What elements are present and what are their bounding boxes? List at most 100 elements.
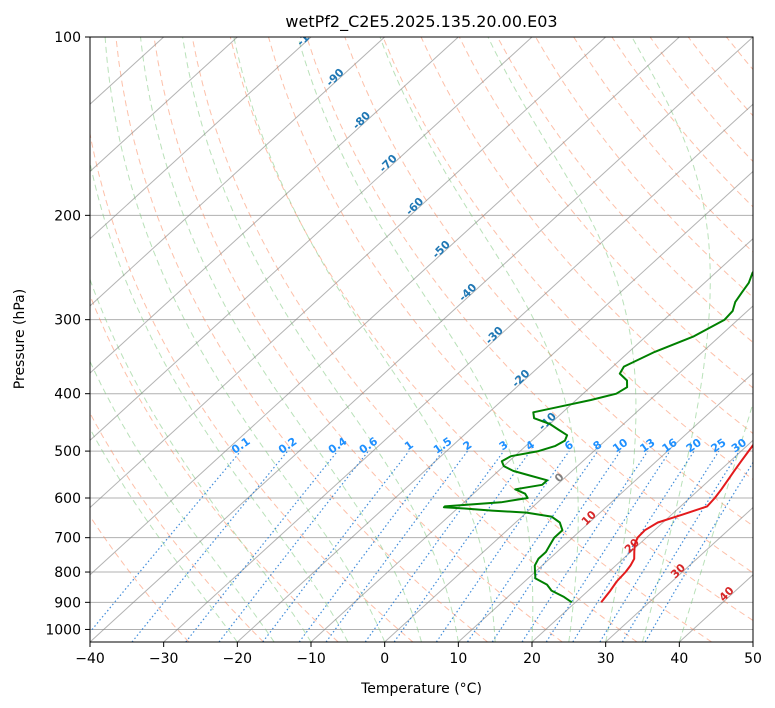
x-tick-label: −20 bbox=[223, 651, 253, 667]
dry-adiabat bbox=[153, 37, 563, 642]
x-tick-label: −10 bbox=[296, 651, 326, 667]
y-axis: 100 200 300 400 500 600 700 800 900 1000 bbox=[45, 30, 90, 638]
adiabat-label: -60 bbox=[403, 195, 426, 218]
mixing-ratio-line bbox=[131, 450, 289, 642]
mixing-ratio-line bbox=[599, 450, 720, 642]
x-tick-label: 20 bbox=[523, 651, 541, 667]
dewpoint-profile bbox=[442, 270, 753, 604]
dry-adiabat bbox=[382, 37, 753, 481]
chart-title: wetPf2_C2E5.2025.135.20.00.E03 bbox=[285, 12, 557, 32]
adiabat-label: -70 bbox=[377, 152, 400, 175]
mixing-ratio-label: 13 bbox=[638, 436, 658, 455]
adiabat-label: -100 bbox=[294, 20, 323, 49]
mixing-ratio-label: 36 bbox=[750, 436, 770, 456]
mixing-ratio-line bbox=[521, 450, 649, 642]
x-tick-label: 0 bbox=[380, 651, 389, 667]
mixing-ratio-line bbox=[572, 450, 695, 642]
mixing-ratio-line bbox=[393, 450, 531, 642]
isotherm-line bbox=[90, 37, 238, 173]
x-axis-label: Temperature (°C) bbox=[360, 681, 482, 697]
dry-adiabat bbox=[90, 515, 190, 642]
moist-adiabat bbox=[90, 278, 312, 642]
mixing-ratio-label: 30 bbox=[729, 436, 749, 456]
y-tick-label: 1000 bbox=[45, 622, 81, 638]
y-tick-label: 600 bbox=[54, 491, 81, 507]
y-tick-label: 400 bbox=[54, 387, 81, 403]
y-tick-label: 300 bbox=[54, 313, 81, 329]
isotherm-line bbox=[90, 37, 607, 509]
isotherm-line bbox=[90, 37, 459, 374]
mixing-ratio-label: 1.5 bbox=[431, 435, 454, 457]
mixing-ratio-line bbox=[621, 450, 740, 642]
plot-frame bbox=[89, 36, 754, 643]
moist-adiabat bbox=[90, 360, 275, 642]
adiabat-label: -80 bbox=[350, 109, 373, 132]
mixing-ratio-line bbox=[491, 450, 621, 642]
y-axis-label: Pressure (hPa) bbox=[12, 289, 28, 389]
mixing-ratio-line bbox=[435, 450, 570, 642]
adiabat-label: -10 bbox=[536, 410, 559, 433]
adiabat-label: -90 bbox=[323, 66, 346, 89]
dry-adiabat bbox=[573, 37, 753, 253]
y-tick-label: 900 bbox=[54, 595, 81, 611]
mixing-ratio-line bbox=[298, 450, 444, 642]
isotherm-line bbox=[90, 37, 312, 240]
x-tick-label: 10 bbox=[449, 651, 467, 667]
isotherm-line bbox=[752, 641, 753, 642]
moist-adiabat bbox=[90, 160, 349, 642]
mixing-ratio-line bbox=[262, 450, 410, 642]
isotherm-line bbox=[236, 170, 753, 642]
mixing-ratio-label: 16 bbox=[660, 436, 680, 456]
moist-adiabat bbox=[379, 37, 579, 642]
mixing-ratio-line bbox=[466, 450, 599, 642]
x-tick-label: 50 bbox=[744, 651, 762, 667]
dry-adiabat bbox=[649, 37, 753, 163]
adiabat-label: -20 bbox=[509, 367, 532, 390]
mixing-ratio-line bbox=[364, 450, 505, 642]
dry-adiabat bbox=[726, 37, 753, 71]
y-tick-label: 500 bbox=[54, 444, 81, 460]
moist-adiabat bbox=[297, 37, 534, 642]
moist-adiabat bbox=[104, 37, 386, 642]
adiabat-label: 40 bbox=[717, 584, 737, 604]
y-tick-label: 100 bbox=[54, 30, 81, 46]
isotherm-line bbox=[163, 103, 753, 642]
mixing-ratio-line bbox=[90, 450, 242, 633]
dry-adiabat bbox=[535, 37, 753, 298]
isotherm-line bbox=[310, 237, 753, 642]
moist-adiabat bbox=[140, 37, 422, 642]
mixing-ratio-label: 0.2 bbox=[276, 435, 299, 457]
x-tick-label: 30 bbox=[597, 651, 615, 667]
x-tick-label: −30 bbox=[149, 651, 179, 667]
mixing-ratio-label: 10 bbox=[610, 436, 630, 456]
moist-adiabat bbox=[678, 401, 753, 642]
dry-adiabat bbox=[496, 37, 753, 344]
x-axis: −40 −30 −20 −10 0 10 20 30 40 50 bbox=[75, 642, 762, 667]
isotherm-line bbox=[531, 439, 753, 642]
mixing-ratio-line bbox=[325, 450, 468, 642]
isotherm-line bbox=[384, 305, 753, 642]
dry-adiabat bbox=[268, 37, 753, 622]
dry-adiabat bbox=[765, 37, 775, 642]
dry-adiabat bbox=[420, 37, 753, 435]
mixing-ratio-label: 20 bbox=[684, 436, 704, 456]
isotherm-line bbox=[457, 372, 753, 642]
dry-adiabat bbox=[115, 37, 488, 642]
dry-adiabat bbox=[191, 37, 638, 642]
adiabat-label: -50 bbox=[430, 238, 453, 261]
mixing-ratio-line bbox=[185, 450, 339, 642]
dry-adiabat bbox=[611, 37, 753, 208]
adiabat-label: 20 bbox=[622, 536, 642, 556]
mixing-ratio-label: 0.1 bbox=[229, 435, 252, 457]
dry-adiabat bbox=[687, 37, 753, 117]
adiabat-label: 10 bbox=[579, 508, 599, 528]
moist-adiabat bbox=[631, 37, 711, 642]
dry-adiabat bbox=[306, 37, 753, 574]
isotherm-line bbox=[90, 37, 680, 576]
dry-adiabat bbox=[90, 131, 414, 642]
mixing-ratio-label: 25 bbox=[709, 436, 729, 455]
mixing-ratio-line bbox=[545, 450, 671, 642]
moist-adiabat bbox=[233, 37, 496, 642]
adiabat-label: -40 bbox=[456, 281, 479, 304]
